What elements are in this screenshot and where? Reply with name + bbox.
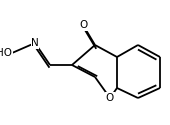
Text: N: N (31, 38, 39, 48)
Text: O: O (106, 93, 114, 103)
Text: O: O (79, 20, 87, 30)
Text: HO: HO (0, 48, 12, 58)
